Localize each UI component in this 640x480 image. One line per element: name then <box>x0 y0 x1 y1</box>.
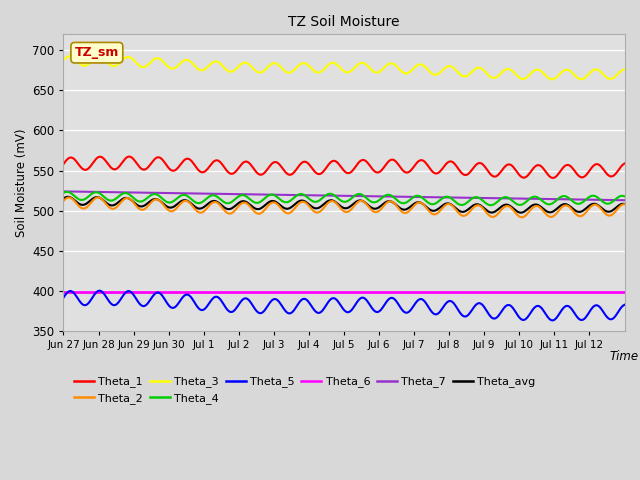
Theta_4 <box>327 191 335 197</box>
Theta_5 <box>364 300 372 305</box>
Theta_7 <box>330 193 337 199</box>
Theta_6 <box>621 289 628 295</box>
Theta_4 <box>331 192 339 198</box>
Theta_3 <box>327 60 335 66</box>
Title: TZ Soil Moisture: TZ Soil Moisture <box>288 15 400 29</box>
Theta_5 <box>621 302 628 308</box>
Line: Theta_5: Theta_5 <box>63 291 625 320</box>
Line: Theta_3: Theta_3 <box>63 56 625 79</box>
Theta_avg <box>621 201 628 207</box>
Theta_5 <box>609 315 617 321</box>
Theta_3 <box>67 53 74 59</box>
Theta_2 <box>395 205 403 211</box>
Theta_5 <box>95 288 103 294</box>
Theta_7 <box>60 189 67 194</box>
Line: Theta_1: Theta_1 <box>63 156 625 178</box>
Theta_2 <box>60 198 67 204</box>
Theta_3 <box>395 65 403 71</box>
Theta_2 <box>518 215 526 220</box>
Theta_7 <box>363 193 371 199</box>
Theta_5 <box>327 296 335 302</box>
Theta_3 <box>520 76 528 82</box>
Theta_4 <box>621 193 628 199</box>
Line: Theta_4: Theta_4 <box>63 192 625 205</box>
Theta_1 <box>327 159 335 165</box>
X-axis label: Time: Time <box>610 350 639 363</box>
Theta_5 <box>331 296 339 301</box>
Theta_avg <box>331 198 339 204</box>
Theta_7 <box>607 197 615 203</box>
Theta_3 <box>331 60 339 66</box>
Theta_4 <box>609 198 617 204</box>
Theta_1 <box>60 161 67 167</box>
Theta_1 <box>621 161 628 167</box>
Theta_1 <box>609 173 617 179</box>
Theta_2 <box>609 211 617 216</box>
Legend: Theta_1, Theta_2, Theta_3, Theta_4, Theta_5, Theta_6, Theta_7, Theta_avg: Theta_1, Theta_2, Theta_3, Theta_4, Thet… <box>69 372 540 408</box>
Text: TZ_sm: TZ_sm <box>75 46 119 59</box>
Theta_7 <box>394 194 401 200</box>
Theta_1 <box>364 160 372 166</box>
Theta_5 <box>60 295 67 300</box>
Theta_1 <box>331 158 339 164</box>
Theta_avg <box>327 197 335 203</box>
Theta_3 <box>60 57 67 63</box>
Theta_2 <box>522 213 529 218</box>
Line: Theta_7: Theta_7 <box>63 192 625 200</box>
Theta_3 <box>548 76 556 82</box>
Theta_1 <box>125 154 132 159</box>
Theta_5 <box>548 317 556 323</box>
Theta_2 <box>327 198 335 204</box>
Theta_5 <box>395 301 403 307</box>
Theta_5 <box>520 317 528 323</box>
Line: Theta_avg: Theta_avg <box>63 197 625 213</box>
Theta_2 <box>331 199 339 204</box>
Theta_avg <box>64 194 72 200</box>
Theta_avg <box>609 207 617 213</box>
Theta_avg <box>522 208 529 214</box>
Theta_4 <box>60 190 67 196</box>
Y-axis label: Soil Moisture (mV): Soil Moisture (mV) <box>15 128 28 237</box>
Theta_avg <box>395 204 403 210</box>
Theta_avg <box>60 196 67 202</box>
Theta_7 <box>520 196 527 202</box>
Theta_3 <box>621 66 628 72</box>
Theta_6 <box>326 289 333 295</box>
Theta_6 <box>330 289 337 295</box>
Theta_4 <box>364 197 372 203</box>
Theta_4 <box>395 198 403 204</box>
Theta_2 <box>621 202 628 207</box>
Theta_4 <box>487 203 495 208</box>
Theta_4 <box>63 189 70 195</box>
Theta_1 <box>520 175 528 180</box>
Theta_7 <box>326 192 333 198</box>
Line: Theta_2: Theta_2 <box>63 197 625 217</box>
Theta_3 <box>609 75 617 81</box>
Theta_avg <box>364 202 372 208</box>
Theta_2 <box>364 203 372 209</box>
Theta_3 <box>364 63 372 69</box>
Theta_1 <box>395 162 403 168</box>
Theta_6 <box>363 289 371 295</box>
Theta_6 <box>520 289 527 295</box>
Theta_6 <box>60 289 67 295</box>
Theta_avg <box>517 210 525 216</box>
Theta_7 <box>621 197 628 203</box>
Theta_6 <box>394 289 401 295</box>
Theta_6 <box>607 289 615 295</box>
Theta_4 <box>522 199 529 205</box>
Theta_2 <box>95 194 102 200</box>
Theta_1 <box>548 175 556 181</box>
